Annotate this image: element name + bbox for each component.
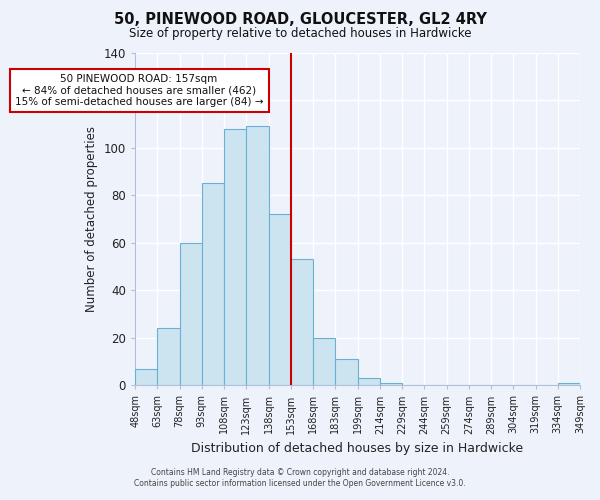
Bar bbox=[202, 183, 224, 386]
Text: Size of property relative to detached houses in Hardwicke: Size of property relative to detached ho… bbox=[129, 28, 471, 40]
Bar bbox=[335, 359, 358, 386]
Bar bbox=[269, 214, 291, 386]
Bar bbox=[291, 260, 313, 386]
Bar bbox=[157, 328, 179, 386]
Bar bbox=[224, 128, 246, 386]
Text: 50 PINEWOOD ROAD: 157sqm
← 84% of detached houses are smaller (462)
15% of semi-: 50 PINEWOOD ROAD: 157sqm ← 84% of detach… bbox=[15, 74, 263, 107]
Bar bbox=[179, 242, 202, 386]
X-axis label: Distribution of detached houses by size in Hardwicke: Distribution of detached houses by size … bbox=[191, 442, 524, 455]
Text: Contains HM Land Registry data © Crown copyright and database right 2024.
Contai: Contains HM Land Registry data © Crown c… bbox=[134, 468, 466, 487]
Bar bbox=[358, 378, 380, 386]
Bar bbox=[380, 383, 402, 386]
Y-axis label: Number of detached properties: Number of detached properties bbox=[85, 126, 98, 312]
Bar bbox=[135, 368, 157, 386]
Text: 50, PINEWOOD ROAD, GLOUCESTER, GL2 4RY: 50, PINEWOOD ROAD, GLOUCESTER, GL2 4RY bbox=[113, 12, 487, 28]
Bar bbox=[558, 383, 580, 386]
Bar bbox=[313, 338, 335, 386]
Bar bbox=[246, 126, 269, 386]
